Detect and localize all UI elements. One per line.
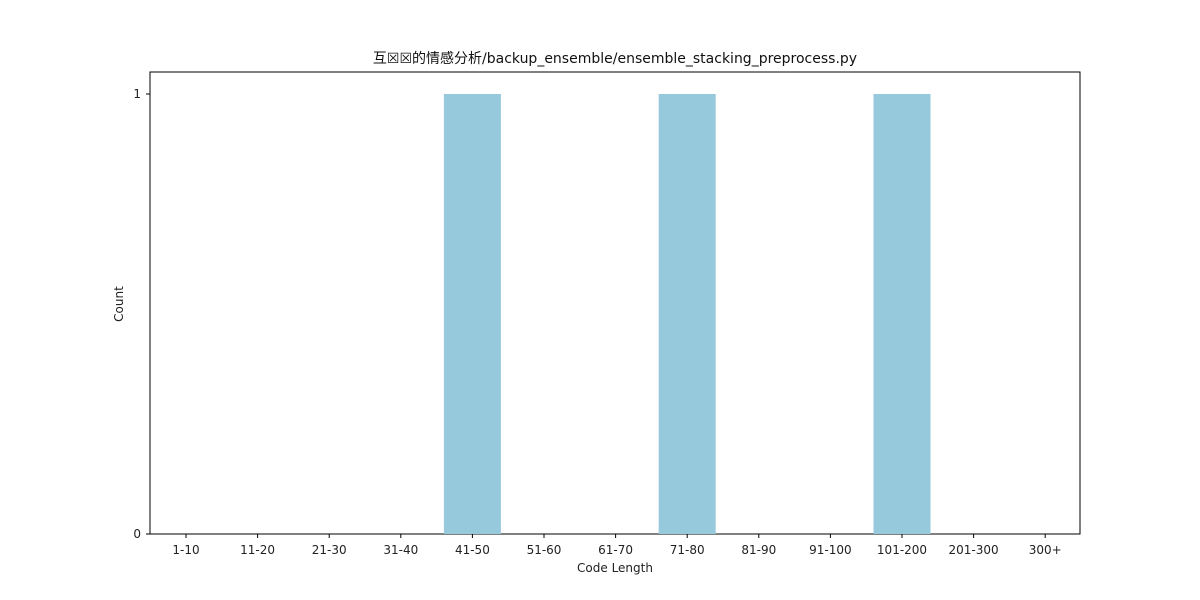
x-tick-label: 300+ [1029,543,1062,557]
x-tick-label: 21-30 [312,543,347,557]
bar-41-50 [443,94,501,534]
x-tick-label: 41-50 [455,543,490,557]
x-tick-label: 201-300 [949,543,999,557]
x-tick-label: 91-100 [809,543,852,557]
bars-layer [443,94,931,534]
x-tick-label: 101-200 [877,543,927,557]
x-tick-label: 51-60 [527,543,562,557]
x-tick-label: 31-40 [383,543,418,557]
chart-title: 互☒☒的情感分析/backup_ensemble/ensemble_stacki… [373,50,857,67]
x-tick-label: 61-70 [598,543,633,557]
bar-71-80 [658,94,716,534]
x-tick-label: 81-90 [741,543,776,557]
x-axis-ticks: 1-10 11-20 21-30 31-40 41-50 51-60 61-70 71-80 8… [172,534,1062,557]
x-tick-label: 11-20 [240,543,275,557]
x-axis-label: Code Length [577,561,653,575]
x-tick-label: 71-80 [670,543,705,557]
plot-area [149,71,1081,535]
bar-101-200 [873,94,931,534]
y-axis-ticks: 01 [133,87,150,541]
y-axis-label: Count [112,286,126,322]
y-tick-label: 0 [133,527,141,541]
x-tick-label: 1-10 [172,543,199,557]
y-tick-label: 1 [133,87,141,101]
